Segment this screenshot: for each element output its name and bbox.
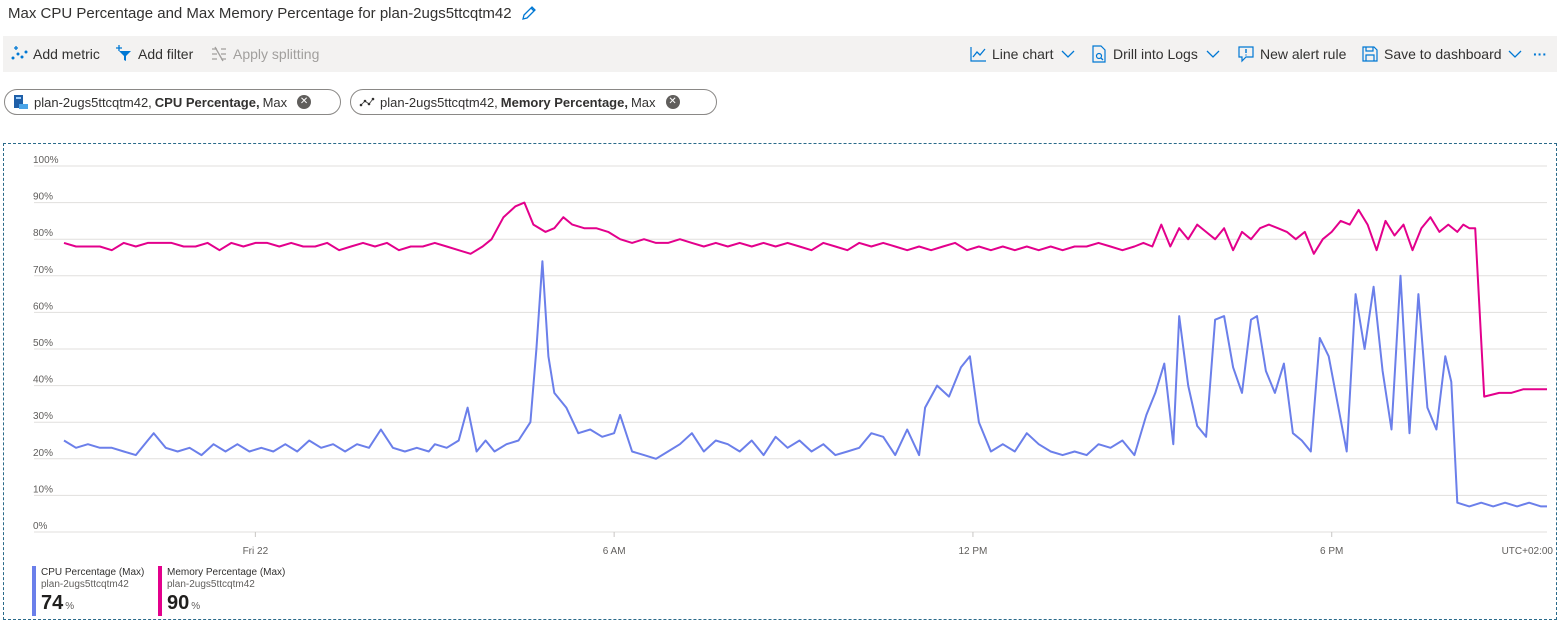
app-service-plan-icon bbox=[13, 94, 29, 110]
chart-area[interactable]: 0% 10% 20% 30% 40% 50% 60% 70% 80% 90% 100% Fri 22 6… bbox=[3, 143, 1557, 620]
close-icon[interactable]: ✕ bbox=[665, 95, 680, 109]
line-chart-label: Line chart bbox=[992, 46, 1054, 62]
x-tick-label: Fri 22 bbox=[243, 546, 269, 557]
pill-metric: CPU Percentage, bbox=[154, 94, 260, 110]
x-tick-label: 6 PM bbox=[1320, 546, 1343, 557]
pill-aggregation: Max bbox=[630, 94, 656, 110]
y-tick-label: 0% bbox=[33, 521, 48, 532]
legend-value-number: 74 bbox=[41, 592, 64, 614]
line-chart-icon bbox=[969, 45, 987, 63]
alert-icon bbox=[1237, 45, 1255, 63]
metric-pill-cpu[interactable]: plan-2ugs5ttcqtm42, CPU Percentage, Max … bbox=[4, 89, 341, 115]
line-chart[interactable]: 0% 10% 20% 30% 40% 50% 60% 70% 80% 90% 100% Fri 22 6… bbox=[4, 144, 1556, 619]
new-alert-rule-label: New alert rule bbox=[1260, 46, 1347, 62]
chart-title: Max CPU Percentage and Max Memory Percen… bbox=[8, 4, 512, 22]
apply-splitting-label: Apply splitting bbox=[233, 46, 320, 62]
save-to-dashboard-dropdown[interactable]: Save to dashboard bbox=[1361, 36, 1523, 72]
legend-color-swatch bbox=[32, 566, 36, 616]
drill-into-logs-dropdown[interactable]: Drill into Logs bbox=[1090, 36, 1221, 72]
legend-resource: plan-2ugs5ttcqtm42 bbox=[167, 579, 255, 590]
legend-color-swatch bbox=[158, 566, 162, 616]
legend-item-cpu[interactable]: CPU Percentage (Max) plan-2ugs5ttcqtm42 … bbox=[32, 566, 144, 618]
chevron-down-icon bbox=[1507, 46, 1523, 62]
x-tick-label: 6 AM bbox=[603, 546, 626, 557]
series-line bbox=[63, 201, 1547, 398]
legend-value: 74% bbox=[41, 591, 144, 619]
series-line bbox=[63, 260, 1547, 508]
add-metric-button[interactable]: Add metric bbox=[10, 36, 100, 72]
filter-icon bbox=[115, 45, 133, 63]
line-chart-dropdown[interactable]: Line chart bbox=[969, 36, 1076, 72]
y-tick-label: 70% bbox=[33, 265, 53, 276]
x-tick-label: 12 PM bbox=[958, 546, 987, 557]
apply-splitting-button[interactable]: Apply splitting bbox=[210, 36, 319, 72]
pencil-icon[interactable] bbox=[520, 4, 538, 22]
more-options-button[interactable]: ··· bbox=[1533, 46, 1547, 62]
chevron-down-icon bbox=[1205, 46, 1221, 62]
legend-series-name: Memory Percentage (Max) bbox=[167, 567, 286, 578]
y-tick-label: 40% bbox=[33, 375, 53, 386]
y-tick-label: 30% bbox=[33, 411, 53, 422]
legend-resource: plan-2ugs5ttcqtm42 bbox=[41, 579, 129, 590]
chart-title-row: Max CPU Percentage and Max Memory Percen… bbox=[8, 2, 538, 24]
pill-metric: Memory Percentage, bbox=[500, 94, 628, 110]
save-to-dashboard-label: Save to dashboard bbox=[1384, 46, 1502, 62]
y-tick-label: 20% bbox=[33, 448, 53, 459]
legend-value-number: 90 bbox=[167, 592, 190, 614]
pill-aggregation: Max bbox=[262, 94, 288, 110]
legend-item-memory[interactable]: Memory Percentage (Max) plan-2ugs5ttcqtm… bbox=[158, 566, 285, 618]
y-tick-label: 50% bbox=[33, 338, 53, 349]
save-icon bbox=[1361, 45, 1379, 63]
add-metric-label: Add metric bbox=[33, 46, 100, 62]
chevron-down-icon bbox=[1060, 46, 1076, 62]
legend-unit: % bbox=[65, 601, 75, 612]
splitting-icon bbox=[210, 45, 228, 63]
metric-pill-memory[interactable]: plan-2ugs5ttcqtm42, Memory Percentage, M… bbox=[350, 89, 717, 115]
add-filter-label: Add filter bbox=[138, 46, 194, 62]
y-tick-label: 60% bbox=[33, 301, 53, 312]
drill-into-logs-label: Drill into Logs bbox=[1113, 46, 1198, 62]
logs-icon bbox=[1090, 45, 1108, 63]
legend-unit: % bbox=[191, 601, 201, 612]
y-tick-label: 100% bbox=[33, 155, 59, 166]
y-tick-label: 80% bbox=[33, 228, 53, 239]
add-filter-button[interactable]: Add filter bbox=[115, 36, 193, 72]
pill-resource: plan-2ugs5ttcqtm42, bbox=[34, 94, 152, 110]
y-tick-label: 10% bbox=[33, 484, 53, 495]
metrics-toolbar: Add metric Add filter Apply splitting Li… bbox=[3, 36, 1557, 72]
timezone-label: UTC+02:00 bbox=[1502, 546, 1554, 557]
legend-value: 90% bbox=[167, 591, 285, 619]
close-icon[interactable]: ✕ bbox=[297, 95, 312, 109]
new-alert-rule-button[interactable]: New alert rule bbox=[1237, 36, 1346, 72]
pill-resource: plan-2ugs5ttcqtm42, bbox=[380, 94, 498, 110]
add-metric-icon bbox=[10, 45, 28, 63]
legend-series-name: CPU Percentage (Max) bbox=[41, 567, 145, 578]
y-tick-label: 90% bbox=[33, 192, 53, 203]
metric-line-icon bbox=[359, 94, 375, 110]
